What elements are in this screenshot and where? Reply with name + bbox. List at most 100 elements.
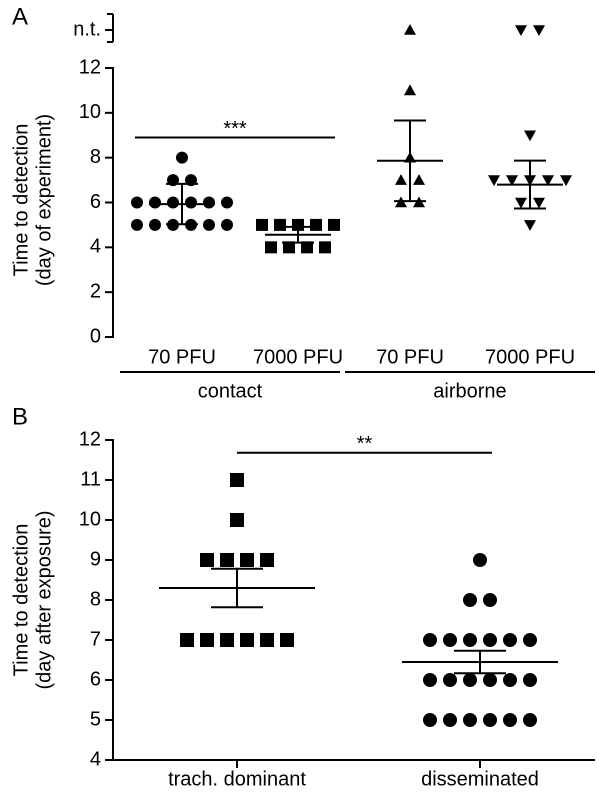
x-tick-label: trach. dominant [168,768,306,790]
group-label: airborne [433,380,506,402]
dot [200,633,214,647]
dot [310,218,322,231]
dot [240,553,254,567]
y-axis-label: Time to detection [10,124,32,277]
panel-letter: B [12,403,28,430]
dot [515,197,527,209]
y-tick-label: 5 [90,708,101,730]
dot [131,196,143,209]
dot [221,196,233,209]
dot [503,673,517,687]
y-tick-label: 10 [79,508,101,530]
y-tick-label: 10 [79,101,101,123]
x-tick-label: disseminated [421,768,539,790]
dot [483,633,497,647]
panel-letter: A [12,3,28,30]
group-label: contact [198,380,263,402]
dot [220,553,234,567]
dot [260,633,274,647]
dot [221,218,233,231]
dot [503,713,517,727]
dot [200,553,214,567]
dot [524,130,536,142]
y-tick-label: 11 [80,468,101,490]
dot [203,218,215,231]
dot [256,218,268,231]
x-tick-label: 7000 PFU [485,346,575,368]
y-tick-label: 7 [90,628,101,650]
dot [488,175,500,187]
dot [463,593,477,607]
dot [443,713,457,727]
dot [524,220,536,231]
dot [203,196,215,209]
dot [395,174,407,185]
dot [483,673,497,687]
dot [523,633,537,647]
dot [423,673,437,687]
y-axis-label: (day after exposure) [33,511,55,690]
y-tick-label: 0 [90,325,101,347]
y-tick-label: 6 [90,668,101,690]
dot [149,218,161,231]
dot [131,218,143,231]
dot [180,633,194,647]
dot [176,151,188,164]
dot [463,673,477,687]
dot [328,218,340,231]
dot [240,633,254,647]
dot [404,24,416,35]
dot [404,84,416,96]
dot [463,633,477,647]
dot [301,241,313,254]
dot [319,241,331,254]
dot [473,553,487,567]
dot [230,473,244,487]
significance-label: ** [357,433,373,455]
x-tick-label: 70 PFU [148,346,216,368]
dot [533,25,545,36]
break-label: n.t. [73,18,101,40]
y-tick-label: 8 [90,146,101,168]
dot [185,196,197,209]
dot [523,713,537,727]
dot [265,241,277,254]
y-tick-label: 2 [90,280,101,302]
y-tick-label: 4 [90,236,101,258]
dot [283,241,295,254]
dot [423,713,437,727]
dot [220,633,234,647]
dot [542,175,554,187]
x-tick-label: 70 PFU [376,346,444,368]
dot [515,25,527,36]
y-tick-label: 12 [79,428,101,450]
dot [463,713,477,727]
y-tick-label: 9 [90,548,101,570]
dot [274,218,286,231]
dot [413,174,425,185]
dot [443,633,457,647]
x-tick-label: 7000 PFU [253,346,343,368]
dot [506,175,518,187]
dot [423,633,437,647]
dot [560,175,572,187]
y-axis-label: Time to detection [10,524,32,677]
y-tick-label: 12 [79,56,101,78]
y-tick-label: 8 [90,588,101,610]
dot [280,633,294,647]
dot [483,593,497,607]
significance-label: *** [223,118,247,140]
dot [230,513,244,527]
y-axis-label: (day of experiment) [33,114,55,286]
dot [483,713,497,727]
dot [149,196,161,209]
dot [523,673,537,687]
y-tick-label: 4 [90,748,101,770]
dot [533,197,545,209]
dot [503,633,517,647]
dot [260,553,274,567]
dot [167,196,179,209]
dot [443,673,457,687]
